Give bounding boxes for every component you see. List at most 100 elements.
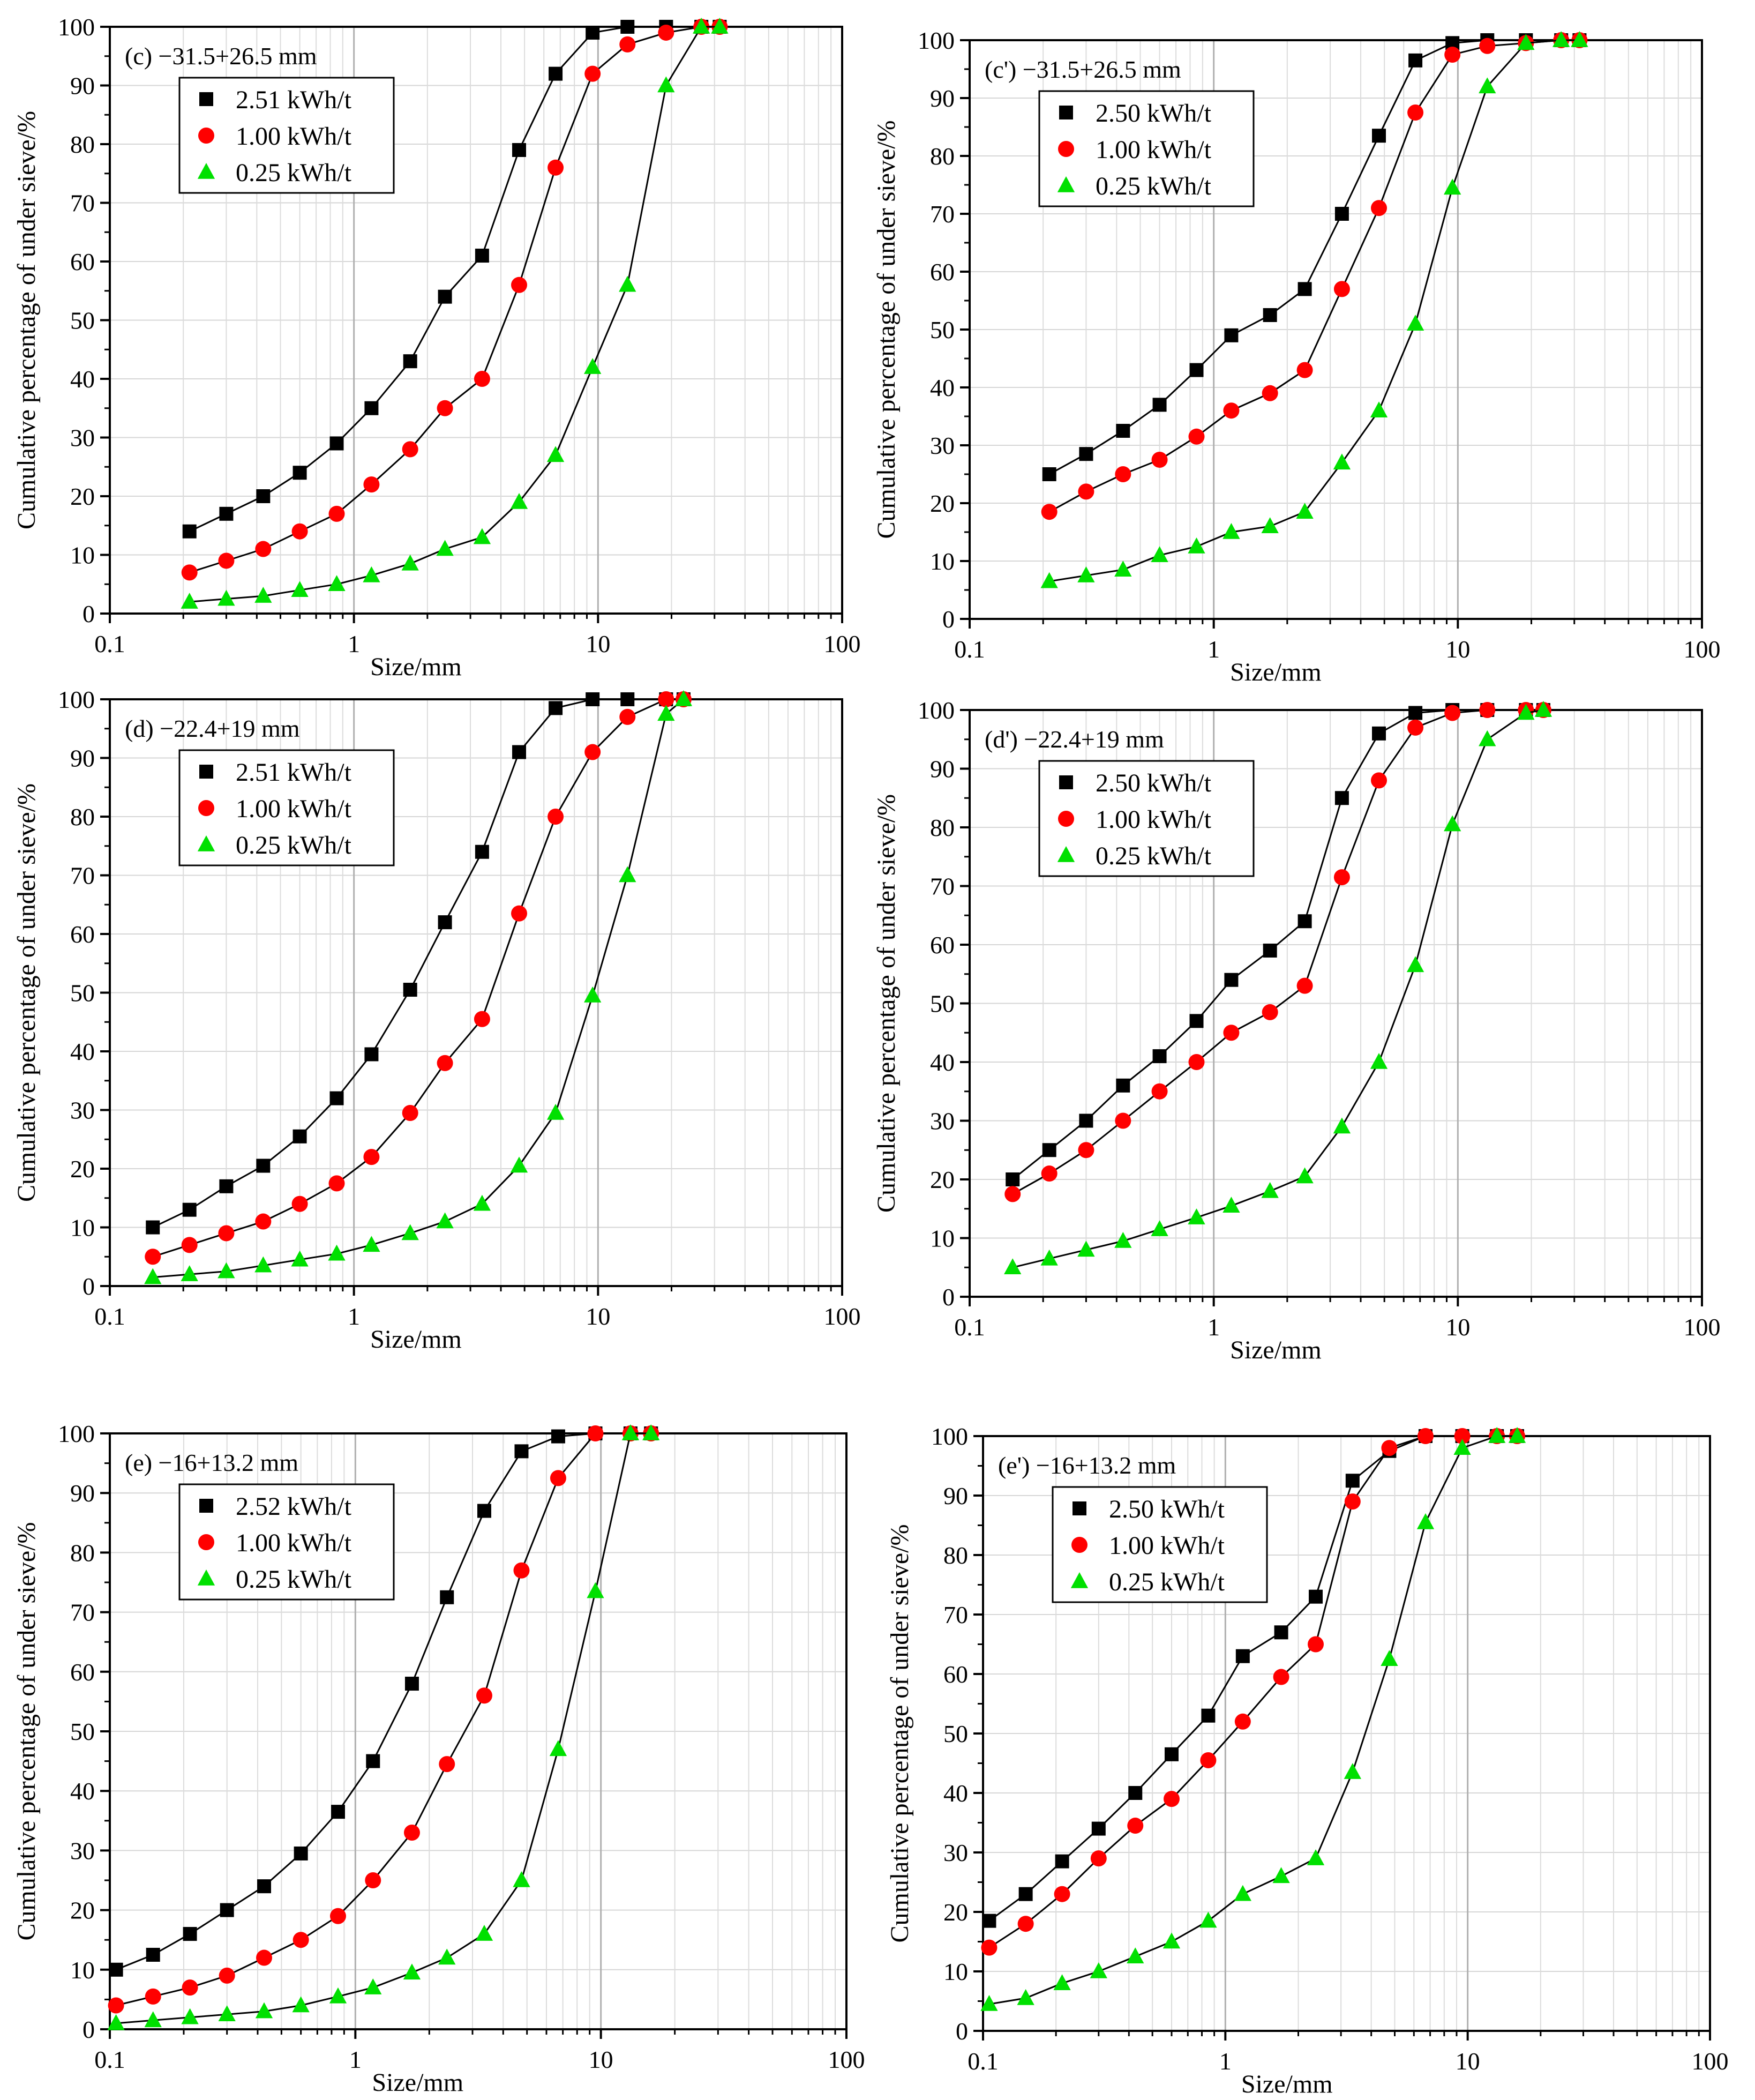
legend-marker: [1071, 1537, 1088, 1553]
data-point: [1151, 1083, 1168, 1100]
data-point: [1371, 772, 1388, 789]
x-tick-label: 1: [1208, 636, 1220, 663]
y-tick-label: 20: [70, 483, 95, 510]
data-point: [1188, 537, 1205, 554]
data-point: [256, 489, 271, 503]
y-tick-label: 70: [70, 1599, 95, 1626]
y-axis-title: Cumulative percentage of under sieve/%: [12, 1522, 41, 1940]
panel-title: (c) −31.5+26.5 mm: [125, 42, 317, 70]
y-tick-label: 80: [943, 1542, 968, 1569]
chart-panel-cp: 0 10 20 30 40 50 60 70 80 90 100 0.1 1 10 100 Size/mm Cu…: [872, 27, 1721, 686]
data-point: [1017, 1916, 1034, 1932]
series-line: [1012, 709, 1543, 1180]
data-point: [1407, 104, 1424, 121]
data-point: [1234, 1885, 1251, 1901]
legend: 2.51 kWh/t 1.00 kWh/t 0.25 kWh/t: [178, 77, 395, 194]
series-2: [145, 691, 692, 1265]
y-tick-label: 90: [70, 745, 95, 772]
data-point: [1077, 1240, 1095, 1257]
data-point: [1372, 726, 1386, 741]
legend-label: 2.51 kWh/t: [236, 86, 352, 114]
legend-box: [178, 1483, 395, 1601]
data-point: [1114, 561, 1132, 577]
data-point: [619, 866, 636, 883]
x-tick-label: 0.1: [954, 636, 985, 663]
data-point: [1309, 1589, 1323, 1604]
data-point: [674, 690, 693, 706]
data-point: [1162, 1932, 1181, 1949]
y-tick-label: 60: [70, 1658, 95, 1686]
panel-title: (d) −22.4+19 mm: [125, 715, 300, 742]
data-point: [1454, 1428, 1471, 1444]
data-point: [218, 552, 235, 569]
data-point: [403, 1825, 420, 1841]
series-line: [189, 26, 720, 533]
data-point: [711, 18, 729, 34]
x-tick-label: 0.1: [968, 2047, 999, 2075]
x-tick-label: 100: [824, 630, 861, 657]
legend-marker: [198, 800, 214, 816]
data-point: [1273, 1669, 1289, 1685]
data-point: [1262, 1004, 1278, 1020]
data-point: [1296, 362, 1313, 378]
y-tick-label: 30: [930, 432, 955, 459]
x-tick-label: 1: [1219, 2047, 1232, 2075]
y-tick-label: 20: [70, 1897, 95, 1924]
data-point: [1223, 1025, 1240, 1041]
y-tick-label: 60: [930, 931, 955, 959]
data-point: [511, 905, 528, 922]
x-tick-label: 10: [1445, 1313, 1470, 1341]
data-point: [1164, 1747, 1179, 1761]
chart-panel-dp: 0 10 20 30 40 50 60 70 80 90 100 0.1 1 10 100 Size/mm Cu…: [872, 697, 1721, 1364]
legend-marker: [197, 1570, 215, 1586]
data-point: [1371, 200, 1388, 216]
data-point: [292, 1996, 310, 2013]
data-point: [218, 1225, 235, 1242]
data-point: [1272, 1867, 1290, 1884]
y-tick-label: 20: [930, 490, 955, 517]
data-point: [1188, 1054, 1205, 1070]
data-point: [1416, 1513, 1435, 1529]
y-tick-label: 0: [942, 606, 955, 633]
series-line: [1012, 709, 1544, 1268]
data-point: [255, 1213, 272, 1230]
data-point: [437, 400, 453, 416]
grid: [110, 699, 842, 1286]
data-point: [438, 1948, 456, 1965]
legend-label: 1.00 kWh/t: [1096, 805, 1212, 834]
data-point: [584, 744, 601, 760]
y-tick-label: 40: [930, 1049, 955, 1076]
data-point: [257, 1879, 272, 1894]
data-point: [439, 1756, 455, 1773]
data-point: [292, 466, 307, 480]
legend-label: 0.25 kWh/t: [236, 1565, 352, 1594]
data-point: [1517, 34, 1535, 50]
data-point: [1222, 1197, 1240, 1213]
data-point: [1152, 398, 1167, 412]
y-tick-label: 10: [70, 1214, 95, 1242]
data-point: [1042, 1143, 1056, 1157]
data-point: [1333, 1117, 1351, 1134]
data-point: [1263, 308, 1277, 322]
data-point: [1334, 791, 1349, 805]
y-tick-label: 50: [70, 1718, 95, 1745]
y-tick-label: 100: [918, 697, 955, 724]
data-point: [218, 589, 235, 606]
data-point: [1004, 1258, 1022, 1274]
legend: 2.52 kWh/t 1.00 kWh/t 0.25 kWh/t: [178, 1483, 395, 1601]
data-point: [474, 1011, 490, 1027]
data-point: [1189, 1014, 1204, 1028]
x-axis-title: Size/mm: [370, 653, 462, 681]
data-point: [1333, 869, 1350, 886]
data-point: [1406, 315, 1424, 331]
data-point: [1079, 1113, 1093, 1128]
grid: [970, 40, 1702, 619]
data-point: [1151, 546, 1168, 562]
y-axis-title: Cumulative percentage of under sieve/%: [12, 111, 41, 529]
y-tick-label: 100: [918, 27, 955, 54]
x-tick-label: 1: [348, 630, 360, 657]
data-point: [292, 1932, 309, 1948]
data-point: [586, 25, 600, 40]
series-line: [116, 1432, 651, 2006]
y-tick-label: 60: [70, 921, 95, 948]
